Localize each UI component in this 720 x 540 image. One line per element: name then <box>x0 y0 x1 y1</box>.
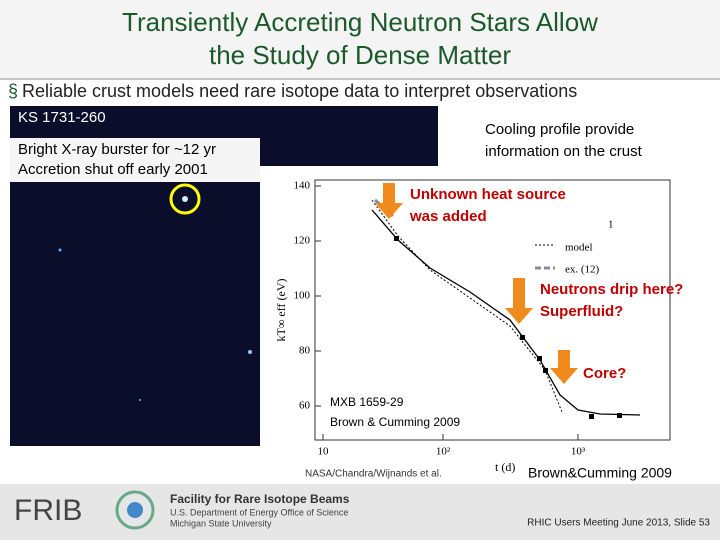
note: Accretion shut off early 2001 <box>18 161 208 178</box>
slide-info: RHIC Users Meeting June 2013, Slide 53 <box>527 518 710 529</box>
bullet: Reliable crust models need rare isotope … <box>22 81 577 101</box>
text-bg <box>438 106 700 166</box>
plot-credit: Brown&Cumming 2009 <box>528 465 672 481</box>
org: U.S. Department of Energy Office of Scie… <box>170 507 348 517</box>
plot-panel <box>260 166 700 462</box>
image-credit: NASA/Chandra/Wijnands et al. <box>305 469 442 480</box>
data-points <box>394 236 622 419</box>
x-label: t (d) <box>495 460 515 474</box>
callout: Core? <box>583 365 626 382</box>
plot-source: MXB 1659-29 <box>330 395 404 409</box>
panel-number: 1 <box>608 219 614 231</box>
title: Transiently Accreting Neutron Stars Allo… <box>122 7 598 37</box>
y-label: kT∞ eff (eV) <box>274 279 288 342</box>
x-tick-label: 10 <box>318 446 330 458</box>
org: Facility for Rare Isotope Beams <box>170 492 350 506</box>
arrow <box>550 350 578 384</box>
plot-source: Brown & Cumming 2009 <box>330 415 460 429</box>
y-tick-label: 100 <box>294 290 311 302</box>
y-tick-label: 80 <box>299 345 311 357</box>
source-name: KS 1731-260 <box>18 109 106 126</box>
highlight-circle <box>169 183 201 215</box>
y-tick-label: 120 <box>294 235 311 247</box>
source-dot <box>182 196 188 202</box>
title-band <box>0 0 720 80</box>
x-tick-label: 10² <box>436 446 451 458</box>
x-tick-label: 10³ <box>571 446 586 458</box>
star <box>58 248 62 252</box>
star <box>248 350 252 354</box>
note-box <box>10 138 260 182</box>
footer-band <box>0 484 720 540</box>
star <box>138 398 142 402</box>
note: Bright X-ray burster for ~12 yr <box>18 141 216 158</box>
callout: Superfluid? <box>540 303 623 320</box>
y-tick-label: 60 <box>299 400 311 412</box>
arrow <box>375 183 403 219</box>
logo-emblem <box>127 502 143 518</box>
callout: Unknown heat source <box>410 186 566 203</box>
callout: was added <box>409 208 487 225</box>
bullet-marker: § <box>8 81 18 101</box>
logo-emblem <box>115 490 155 530</box>
y-tick-label: 140 <box>294 180 311 192</box>
title: the Study of Dense Matter <box>209 40 511 70</box>
plot-frame <box>314 179 671 441</box>
arrow <box>505 278 533 324</box>
legend-label: model <box>565 242 593 254</box>
org: Michigan State University <box>170 518 272 528</box>
cooling-text: Cooling profile provide <box>485 121 634 138</box>
callout: Neutrons drip here? <box>540 281 683 298</box>
legend-label: ex. (12) <box>565 264 600 276</box>
logo: FRIB <box>14 494 82 527</box>
cooling-text: information on the crust <box>485 143 643 160</box>
